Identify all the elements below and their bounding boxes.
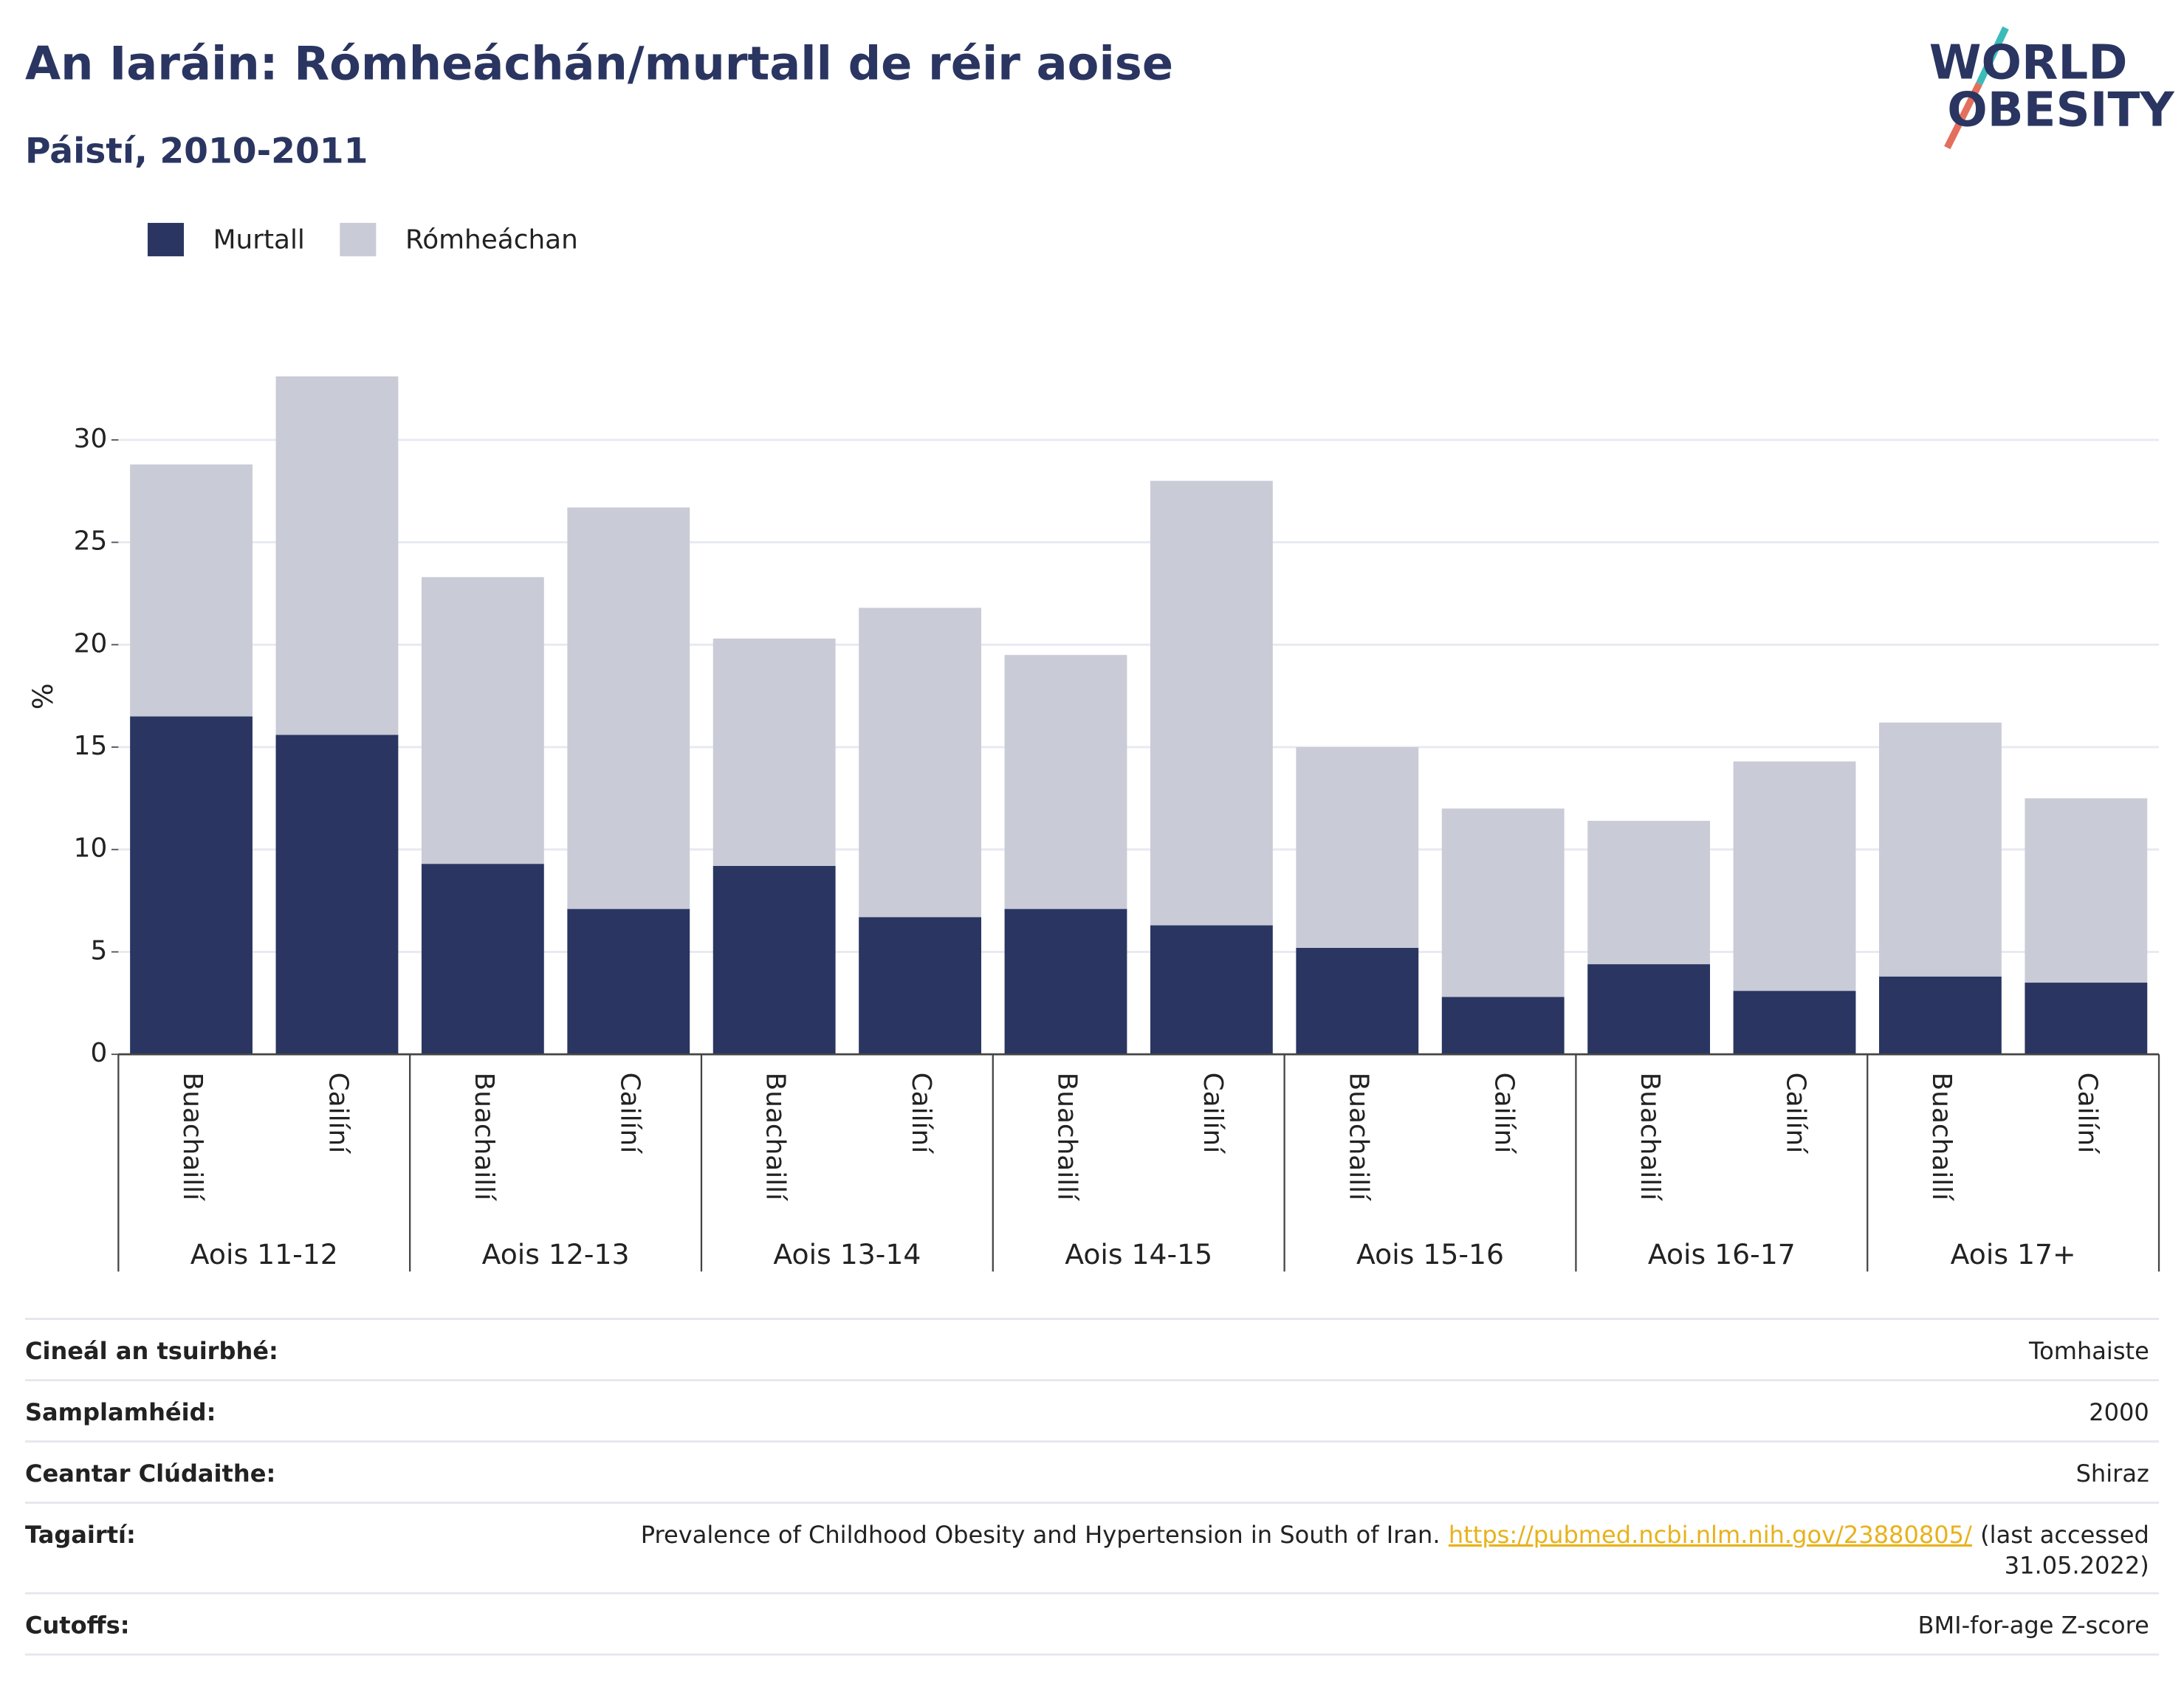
bar bbox=[1441, 808, 1565, 997]
legend-swatch bbox=[340, 222, 377, 257]
group-label: Aois 16-17 bbox=[1648, 1238, 1796, 1271]
reference-text: Prevalence of Childhood Obesity and Hype… bbox=[641, 1521, 1440, 1549]
table-label: Cineál an tsuirbhé: bbox=[25, 1337, 278, 1365]
table-value: 2000 bbox=[2089, 1398, 2149, 1426]
bar bbox=[859, 917, 981, 1055]
y-tick-label: 25 bbox=[74, 526, 108, 557]
table-value: 31.05.2022) bbox=[2005, 1551, 2149, 1579]
x-tick-label: Buachaillí bbox=[1635, 1073, 1665, 1201]
logo: OBESITY bbox=[1947, 82, 2175, 137]
x-tick-label: Buachaillí bbox=[1343, 1073, 1373, 1201]
x-tick-label: Cailíní bbox=[906, 1073, 936, 1155]
legend-swatch bbox=[147, 222, 185, 257]
x-tick-label: Buachaillí bbox=[177, 1073, 207, 1201]
x-tick-label: Cailíní bbox=[1198, 1073, 1228, 1155]
x-tick-label: Cailíní bbox=[323, 1073, 353, 1155]
bar bbox=[1587, 964, 1711, 1055]
logo-slash bbox=[1944, 82, 1982, 150]
bar bbox=[1004, 909, 1127, 1055]
logo: WORLD bbox=[1929, 35, 2128, 90]
bar bbox=[130, 716, 253, 1055]
group-label: Aois 11-12 bbox=[190, 1238, 338, 1271]
group-label: Aois 12-13 bbox=[482, 1238, 630, 1271]
table-value: Tomhaiste bbox=[2028, 1337, 2149, 1365]
group-label: Aois 14-15 bbox=[1065, 1238, 1212, 1271]
y-tick-label: 15 bbox=[74, 731, 108, 761]
group-label: Aois 13-14 bbox=[773, 1238, 921, 1271]
bar bbox=[275, 735, 399, 1055]
y-tick-label: 0 bbox=[90, 1038, 107, 1068]
chart-title: An Iaráin: Rómheáchán/murtall de réir ao… bbox=[25, 37, 1173, 91]
table-value: BMI-for-age Z-score bbox=[1917, 1611, 2149, 1639]
table-label: Samplamhéid: bbox=[25, 1398, 216, 1426]
bar bbox=[130, 464, 253, 717]
bar bbox=[1441, 997, 1565, 1055]
group-label: Aois 15-16 bbox=[1356, 1238, 1504, 1271]
x-tick-label: Buachaillí bbox=[760, 1073, 791, 1201]
bar bbox=[567, 909, 690, 1055]
bar bbox=[1150, 481, 1273, 926]
x-tick-label: Cailíní bbox=[2072, 1073, 2102, 1155]
legend-label: Murtall bbox=[213, 224, 305, 255]
legend-label: Rómheáchan bbox=[405, 224, 578, 255]
table-label: Ceantar Clúdaithe: bbox=[25, 1460, 275, 1488]
bar bbox=[1004, 655, 1127, 910]
bar bbox=[2025, 798, 2148, 983]
bar bbox=[2025, 983, 2148, 1055]
y-tick-label: 20 bbox=[74, 628, 108, 659]
y-tick-label: 5 bbox=[90, 935, 107, 966]
x-tick-label: Buachaillí bbox=[1051, 1073, 1082, 1201]
bar bbox=[1879, 722, 2002, 977]
bar bbox=[712, 865, 836, 1055]
table-label: Tagairtí: bbox=[25, 1521, 136, 1549]
table-value: Shiraz bbox=[2076, 1460, 2149, 1488]
x-tick-label: Cailíní bbox=[614, 1073, 645, 1155]
bar bbox=[567, 507, 690, 910]
bar bbox=[1587, 820, 1711, 965]
bar bbox=[1733, 761, 1856, 991]
x-tick-label: Cailíní bbox=[1489, 1073, 1519, 1155]
x-tick-label: Buachaillí bbox=[1926, 1073, 1957, 1201]
table-label: Cutoffs: bbox=[25, 1611, 130, 1639]
y-tick-label: 10 bbox=[74, 833, 108, 864]
y-axis-label: % bbox=[27, 683, 59, 709]
bar bbox=[712, 638, 836, 866]
bar bbox=[275, 376, 399, 735]
reference-note: (last accessed bbox=[1980, 1521, 2149, 1549]
bar bbox=[421, 864, 544, 1055]
bar bbox=[421, 577, 544, 864]
bar bbox=[1879, 976, 2002, 1055]
x-tick-label: Cailíní bbox=[1781, 1073, 1811, 1155]
bar bbox=[1733, 991, 1856, 1055]
bar bbox=[1296, 947, 1419, 1055]
reference-link[interactable]: https://pubmed.ncbi.nlm.nih.gov/23880805… bbox=[1449, 1521, 1972, 1549]
bar bbox=[859, 608, 981, 918]
chart-subtitle: Páistí, 2010-2011 bbox=[25, 131, 368, 172]
bar bbox=[1150, 925, 1273, 1055]
x-tick-label: Buachaillí bbox=[469, 1073, 499, 1201]
group-label: Aois 17+ bbox=[1951, 1238, 2076, 1271]
y-tick-label: 30 bbox=[74, 424, 108, 454]
bar bbox=[1296, 747, 1419, 948]
logo-slash bbox=[1976, 26, 2009, 86]
table-value: Prevalence of Childhood Obesity and Hype… bbox=[641, 1521, 2149, 1549]
